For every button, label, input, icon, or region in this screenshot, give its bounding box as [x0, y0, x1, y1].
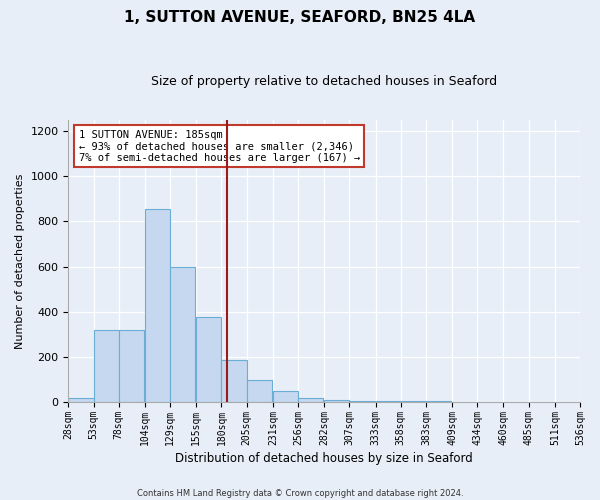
Text: 1 SUTTON AVENUE: 185sqm
← 93% of detached houses are smaller (2,346)
7% of semi-: 1 SUTTON AVENUE: 185sqm ← 93% of detache… [79, 130, 360, 163]
Bar [145, 209, 170, 402]
Bar [94, 330, 119, 402]
Bar [426, 401, 451, 402]
Bar [273, 391, 298, 402]
Bar [247, 380, 272, 402]
Bar [68, 398, 94, 402]
Bar [221, 360, 247, 402]
Bar [324, 400, 349, 402]
Bar [349, 401, 374, 402]
Title: Size of property relative to detached houses in Seaford: Size of property relative to detached ho… [151, 75, 497, 88]
Text: 1, SUTTON AVENUE, SEAFORD, BN25 4LA: 1, SUTTON AVENUE, SEAFORD, BN25 4LA [124, 10, 476, 25]
Bar [119, 330, 144, 402]
Bar [401, 401, 426, 402]
Bar [170, 266, 195, 402]
Bar [376, 401, 401, 402]
Bar [298, 398, 323, 402]
Y-axis label: Number of detached properties: Number of detached properties [15, 174, 25, 348]
X-axis label: Distribution of detached houses by size in Seaford: Distribution of detached houses by size … [175, 452, 473, 465]
Text: Contains HM Land Registry data © Crown copyright and database right 2024.: Contains HM Land Registry data © Crown c… [137, 488, 463, 498]
Bar [196, 318, 221, 402]
